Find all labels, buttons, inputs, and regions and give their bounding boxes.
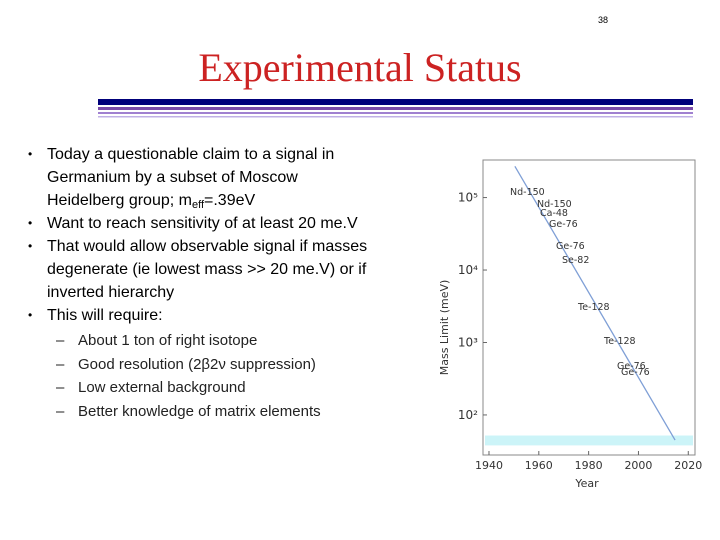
figure: 1940 1960 1980 2000 2020 10² 10³ 10⁴ 10⁵ Year Mass… <box>438 159 702 490</box>
x-tick-label: 2000 <box>624 459 652 472</box>
annotation: Nd-150 <box>510 187 545 198</box>
annotation: Ge-76 <box>617 361 646 372</box>
slide-title: Experimental Status <box>198 45 522 90</box>
rule <box>98 99 693 105</box>
bullet-text: That would allow observable signal if ma… <box>47 238 368 301</box>
annotation: Ca-48 <box>540 208 568 219</box>
sub-bullet: Better knowledge of matrix elements <box>28 400 378 424</box>
sub-list: About 1 ton of right isotopeGood resolut… <box>28 329 378 423</box>
y-tick-label: 10⁴ <box>458 263 478 277</box>
y-tick-label: 10³ <box>458 335 478 349</box>
x-tick-label: 2020 <box>674 459 702 472</box>
x-axis-label: Year <box>574 477 599 490</box>
annotation: Te-128 <box>603 336 636 347</box>
annotation: Nd-150 <box>537 199 572 210</box>
page-number: 38 <box>597 15 608 25</box>
bullet: This will require: <box>28 304 378 327</box>
annotation: Te-128 <box>577 302 610 313</box>
data-line <box>514 165 676 441</box>
annotation: Ge-76 <box>556 241 585 252</box>
annotation: Ge-76 <box>549 219 578 230</box>
x-tick-label: 1940 <box>475 459 503 472</box>
y-axis-label: Mass Limit (meV) <box>438 280 451 376</box>
y-tick-label: 10² <box>458 408 478 422</box>
rule <box>98 112 693 114</box>
bullet-text: eff <box>191 199 204 211</box>
title-rules <box>98 99 693 118</box>
sub-bullet: Low external background <box>28 376 378 400</box>
annotation: Ge-76 <box>621 367 650 378</box>
sub-bullet: Good resolution (2β2ν suppression) <box>28 353 378 377</box>
rule <box>98 116 693 118</box>
bullet-text: =.39eV <box>204 192 256 209</box>
bullet-text: Today a questionable claim to a signal i… <box>47 146 335 209</box>
rule <box>98 107 693 110</box>
x-tick-label: 1960 <box>525 459 553 472</box>
band <box>485 435 693 446</box>
x-tick-label: 1980 <box>575 459 603 472</box>
y-tick-label: 10⁵ <box>458 191 478 205</box>
sub-bullet: About 1 ton of right isotope <box>28 329 378 353</box>
bullet-text: This will require: <box>47 307 163 324</box>
annotation: Se-82 <box>562 255 589 266</box>
bullet: Want to reach sensitivity of at least 20… <box>28 212 378 235</box>
bullet-list: Today a questionable claim to a signal i… <box>28 143 378 423</box>
bullet-text: Want to reach sensitivity of at least 20… <box>47 215 358 232</box>
bullet: Today a questionable claim to a signal i… <box>28 143 378 212</box>
bullet: That would allow observable signal if ma… <box>28 235 378 304</box>
